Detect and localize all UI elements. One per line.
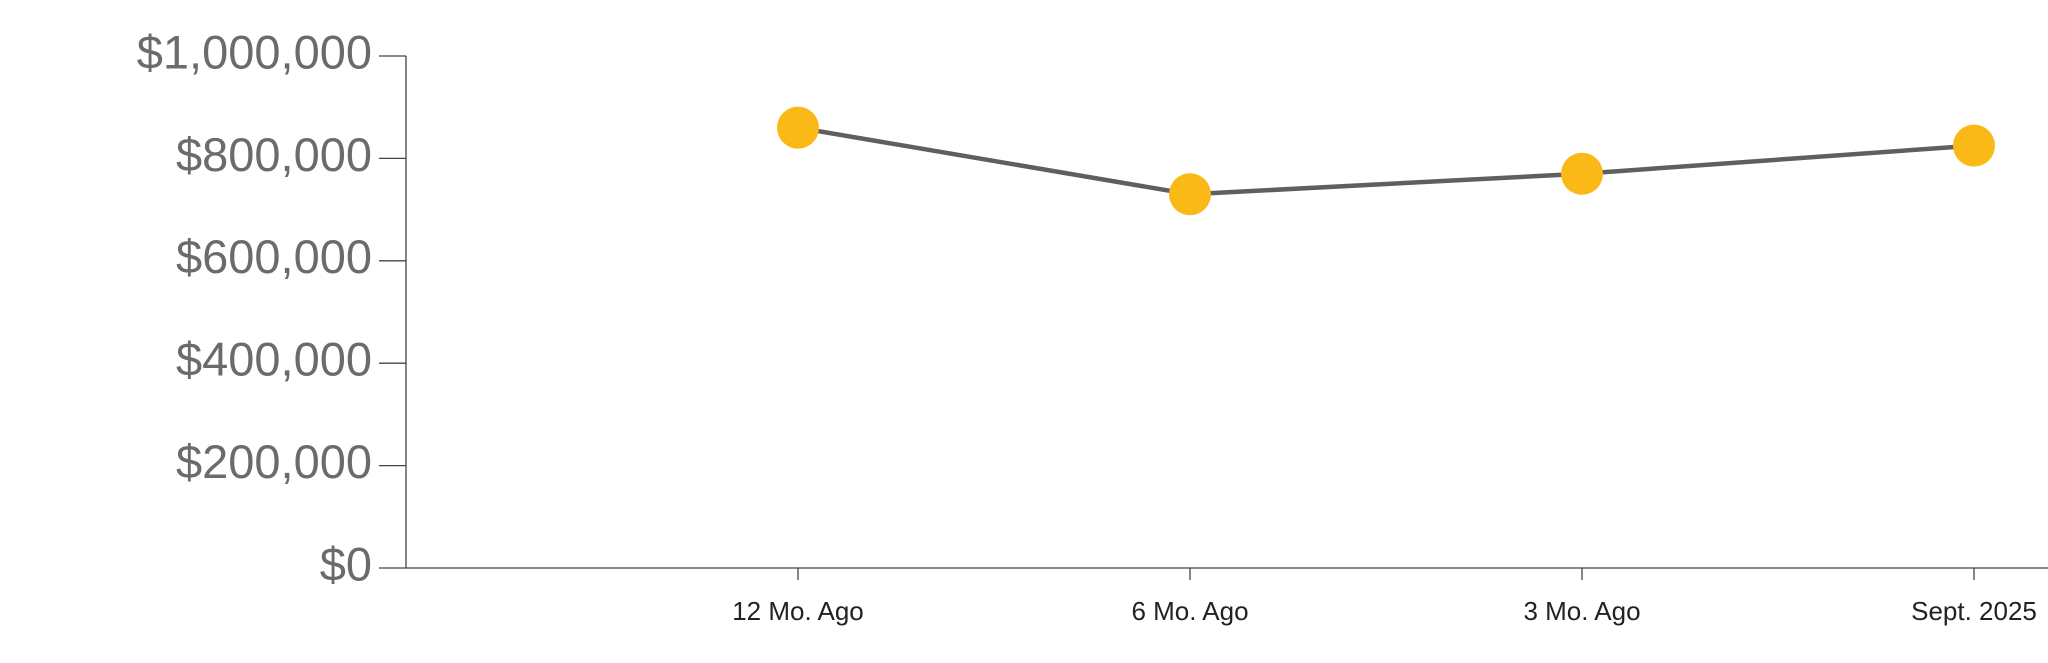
line [797,125,1975,197]
marker [777,106,819,149]
y-tick-label: $800,000 [176,128,372,181]
y-tick-label: $1,000,000 [137,25,372,78]
marker [1953,124,1995,167]
y-tick-label: $200,000 [176,435,372,488]
marker [1561,152,1603,195]
x-tick-label: 3 Mo. Ago [1523,596,1640,626]
x-tick-label: Sept. 2025 [1911,596,2037,626]
y-tick-label: $0 [320,537,372,590]
y-tick-label: $600,000 [176,230,372,283]
marker [1169,173,1211,216]
y-tick-label: $400,000 [176,333,372,386]
x-tick-label: 6 Mo. Ago [1131,596,1248,626]
x-tick-label: 12 Mo. Ago [732,596,864,626]
